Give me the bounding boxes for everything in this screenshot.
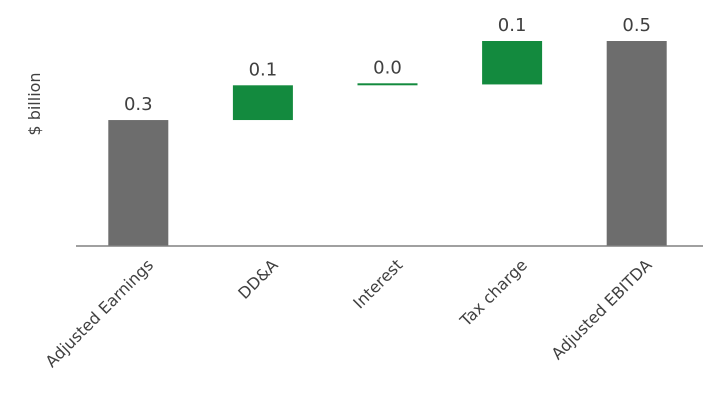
category-label-tax-charge: Tax charge <box>456 255 531 330</box>
data-labels-layer: 0.3 0.1 0.0 0.1 0.5 <box>124 15 651 115</box>
category-label-adjusted-ebitda: Adjusted EBITDA <box>548 255 656 363</box>
bar-interest <box>357 83 418 86</box>
data-label-adjusted-earnings: 0.3 <box>124 94 153 115</box>
bar-adjusted-ebitda <box>606 41 667 246</box>
data-label-dd-a: 0.1 <box>249 59 278 80</box>
bar-adjusted-earnings <box>108 120 169 246</box>
data-label-tax-charge: 0.1 <box>498 15 527 36</box>
category-label-interest: Interest <box>349 255 406 312</box>
y-axis-title: $ billion <box>25 72 44 135</box>
category-labels-layer: Adjusted Earnings DD&A Interest Tax charge A… <box>41 255 655 371</box>
data-label-adjusted-ebitda: 0.5 <box>622 15 651 36</box>
bar-tax-charge <box>482 41 543 85</box>
data-label-interest: 0.0 <box>373 57 402 78</box>
bar-dd-a <box>232 85 293 121</box>
category-label-adjusted-earnings: Adjusted Earnings <box>41 255 157 371</box>
bars-layer <box>108 41 667 246</box>
category-label-dd-a: DD&A <box>234 255 281 302</box>
